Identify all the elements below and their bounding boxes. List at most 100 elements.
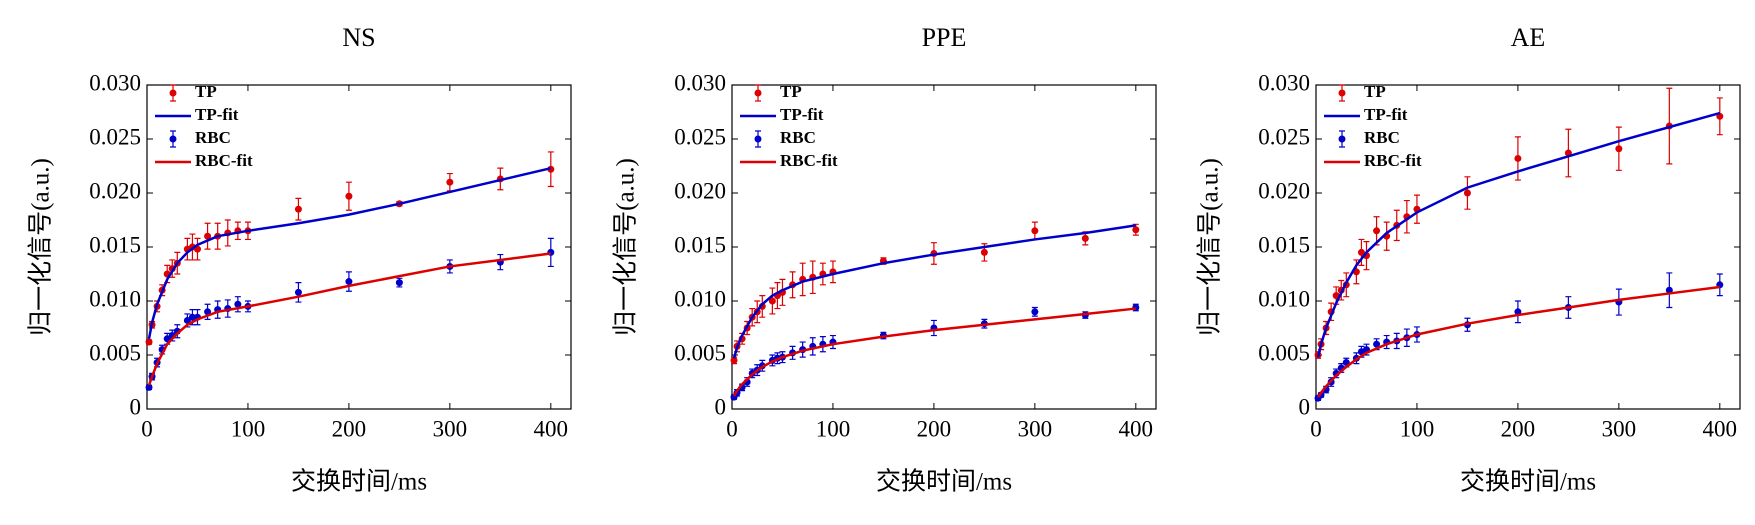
y-tick-label: 0.015 [89, 232, 141, 257]
x-tick-label: 400 [534, 416, 569, 441]
x-tick-label: 200 [332, 416, 367, 441]
legend-label: TP [1364, 82, 1386, 101]
x-tick-label: 0 [726, 416, 738, 441]
y-tick-label: 0.010 [674, 286, 726, 311]
fit-line [1316, 111, 1721, 358]
fit-line [732, 307, 1136, 397]
y-tick-label: 0.025 [674, 124, 726, 149]
legend-label: RBC [780, 128, 816, 147]
data-point [1357, 248, 1365, 256]
data-point [204, 232, 212, 240]
legend-label: RBC-fit [195, 151, 253, 170]
y-tick-label: 0 [715, 394, 727, 419]
x-tick-label: 100 [1400, 416, 1435, 441]
y-tick-label: 0.005 [1258, 340, 1310, 365]
legend-marker [1338, 89, 1346, 97]
fit-line [147, 166, 552, 340]
legend-label: RBC-fit [780, 151, 838, 170]
data-point [730, 356, 738, 364]
y-tick-label: 0.010 [89, 286, 141, 311]
data-point [1615, 145, 1623, 153]
legend-marker [1338, 135, 1346, 143]
legend-label: RBC [1364, 128, 1400, 147]
legend-label: TP [195, 82, 217, 101]
legend-label: TP-fit [195, 105, 239, 124]
y-tick-label: 0.030 [1258, 70, 1310, 95]
legend-label: TP [780, 82, 802, 101]
y-axis-label: 归一化信号(a.u.) [1196, 158, 1224, 336]
fit-line [147, 252, 551, 386]
fit-line [1316, 285, 1720, 398]
x-tick-label: 100 [231, 416, 266, 441]
data-point [145, 338, 153, 346]
data-point [1514, 154, 1522, 162]
x-tick-label: 300 [1018, 416, 1053, 441]
legend-label: TP-fit [780, 105, 824, 124]
panel: PPE 交换时间/ms 归一化信号(a.u.) 0 0.005 0.010 0.015 0.0… [612, 23, 1157, 496]
legend-label: RBC [195, 128, 231, 147]
x-axis-label: 交换时间/ms [876, 468, 1012, 496]
panel: NS 交换时间/ms 归一化信号(a.u.) 0 0.005 0.010 0.015 0.02… [27, 23, 572, 496]
y-tick-label: 0 [130, 394, 142, 419]
y-tick-label: 0.005 [89, 340, 141, 365]
data-point [345, 278, 353, 286]
data-point [1132, 226, 1140, 234]
x-tick-label: 300 [1602, 416, 1637, 441]
data-point [1081, 234, 1089, 242]
x-tick-label: 200 [917, 416, 952, 441]
fit-line [732, 224, 1136, 359]
data-point [234, 300, 242, 308]
y-tick-label: 0.025 [89, 124, 141, 149]
data-point [188, 313, 196, 321]
panel: AE 交换时间/ms 归一化信号(a.u.) 0 0.005 0.010 0.015 0.02… [1196, 23, 1741, 496]
y-tick-label: 0.030 [674, 70, 726, 95]
x-tick-label: 0 [1310, 416, 1322, 441]
legend-marker [754, 89, 762, 97]
data-point [980, 248, 988, 256]
data-point [183, 316, 191, 324]
chart-title: AE [1511, 23, 1546, 52]
y-tick-label: 0.020 [89, 178, 141, 203]
y-tick-label: 0.025 [1258, 124, 1310, 149]
legend-marker [754, 135, 762, 143]
data-point [446, 178, 454, 186]
x-tick-label: 100 [816, 416, 851, 441]
chart-title: NS [342, 23, 375, 52]
data-point [1031, 308, 1039, 316]
chart-title: PPE [922, 23, 967, 52]
data-point [395, 279, 403, 287]
y-tick-label: 0.020 [674, 178, 726, 203]
legend-label: TP-fit [1364, 105, 1408, 124]
data-point [1373, 340, 1381, 348]
x-axis-label: 交换时间/ms [1460, 468, 1596, 496]
x-tick-label: 300 [433, 416, 468, 441]
data-point [204, 308, 212, 316]
x-tick-label: 200 [1501, 416, 1536, 441]
y-axis-label: 归一化信号(a.u.) [27, 158, 55, 336]
data-point [1031, 227, 1039, 235]
data-point [294, 288, 302, 296]
y-axis-label: 归一化信号(a.u.) [612, 158, 640, 336]
data-point [1373, 227, 1381, 235]
y-tick-label: 0.015 [1258, 232, 1310, 257]
y-tick-label: 0.020 [1258, 178, 1310, 203]
data-point [294, 205, 302, 213]
x-tick-label: 0 [141, 416, 153, 441]
data-point [145, 383, 153, 391]
legend-label: RBC-fit [1364, 151, 1422, 170]
data-point [345, 192, 353, 200]
y-tick-label: 0.015 [674, 232, 726, 257]
y-tick-label: 0.010 [1258, 286, 1310, 311]
data-point [768, 297, 776, 305]
y-tick-label: 0 [1299, 394, 1311, 419]
x-tick-label: 400 [1119, 416, 1154, 441]
y-tick-label: 0.030 [89, 70, 141, 95]
legend-marker [169, 135, 177, 143]
legend-marker [169, 89, 177, 97]
data-point [1463, 189, 1471, 197]
y-tick-label: 0.005 [674, 340, 726, 365]
x-axis-label: 交换时间/ms [291, 468, 427, 496]
x-tick-label: 400 [1703, 416, 1738, 441]
